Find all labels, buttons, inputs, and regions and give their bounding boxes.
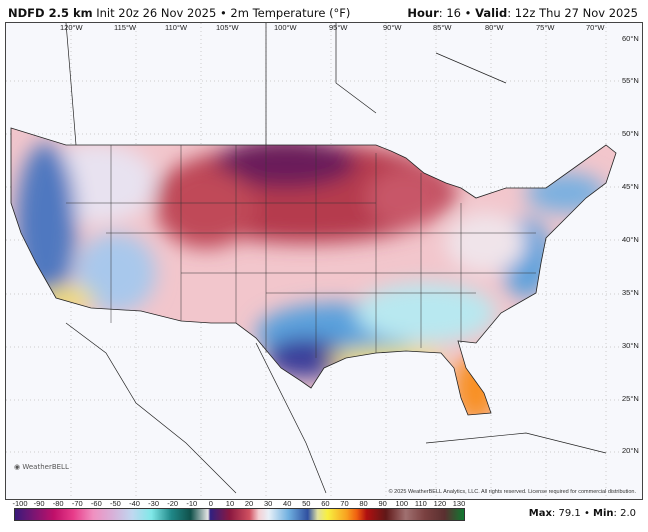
latitude-label: 30°N xyxy=(622,341,639,350)
model-name: NDFD 2.5 km xyxy=(8,6,93,20)
colorbar-tick-label: 60 xyxy=(321,499,330,508)
colorbar-tick-label: 100 xyxy=(395,499,408,508)
separator: • xyxy=(464,6,472,20)
init-time: Init 20z 26 Nov 2025 xyxy=(96,6,217,20)
colorbar-tick-label: 20 xyxy=(244,499,254,508)
colorbar-tick-label: -20 xyxy=(167,499,179,508)
colorbar-tick-label: -60 xyxy=(90,499,102,508)
colorbar-tick-label: -80 xyxy=(52,499,64,508)
latitude-label: 40°N xyxy=(622,235,639,244)
longitude-label: 75°W xyxy=(536,23,555,32)
max-label: Max xyxy=(528,508,552,519)
map-title: NDFD 2.5 km Init 20z 26 Nov 2025 • 2m Te… xyxy=(8,6,350,20)
longitude-label: 70°W xyxy=(586,23,605,32)
logo-text: WeatherBELL xyxy=(22,463,69,471)
longitude-label: 85°W xyxy=(433,23,452,32)
min-label: Min xyxy=(593,508,614,519)
longitude-label: 80°W xyxy=(485,23,504,32)
latitude-label: 20°N xyxy=(622,446,639,455)
longitude-label: 90°W xyxy=(383,23,402,32)
temperature-map xyxy=(6,22,642,499)
longitude-label: 105°W xyxy=(216,23,239,32)
colorbar-tick-label: -50 xyxy=(110,499,121,508)
outside-boundaries xyxy=(65,22,607,494)
latitude-label: 35°N xyxy=(622,288,639,297)
valid-time: 12z Thu 27 Nov 2025 xyxy=(514,6,638,20)
latitude-label: 55°N xyxy=(622,76,639,85)
longitude-label: 95°W xyxy=(329,23,348,32)
latitude-label: 25°N xyxy=(622,394,639,403)
colorbar-tick-label: 10 xyxy=(225,499,235,508)
colorbar-tick-label: 110 xyxy=(414,499,427,508)
colorbar-tick-label: -90 xyxy=(33,499,45,508)
longitude-label: 100°W xyxy=(274,23,297,32)
separator: • xyxy=(583,508,590,519)
colorbar-tick-label: 0 xyxy=(208,499,213,508)
latitude-label: 45°N xyxy=(622,182,639,191)
colorbar-tick-label: -10 xyxy=(186,499,198,508)
colorbar-tick-label: -30 xyxy=(148,499,160,508)
colorbar xyxy=(14,508,465,521)
field-name: 2m Temperature (°F) xyxy=(230,6,351,20)
latitude-label: 50°N xyxy=(622,129,639,138)
colorbar-tick-label: 40 xyxy=(283,499,292,508)
colorbar-tick-label: 70 xyxy=(340,499,349,508)
colorbar-tick-label: -70 xyxy=(71,499,83,508)
colorbar-tick-label: -100 xyxy=(12,499,28,508)
colorbar-tick-label: 90 xyxy=(378,499,387,508)
hour-value: 16 xyxy=(446,6,461,20)
longitude-label: 120°W xyxy=(60,23,83,32)
separator: • xyxy=(219,6,227,20)
copyright-notice: © 2025 WeatherBELL Analytics, LLC. All r… xyxy=(388,489,636,495)
weatherbell-logo: ◉ WeatherBELL xyxy=(14,463,69,471)
max-min-stats: Max: 79.1 • Min: 2.0 xyxy=(528,508,636,519)
map-canvas[interactable]: © 2025 WeatherBELL Analytics, LLC. All r… xyxy=(5,22,643,500)
valid-info: Hour: 16 • Valid: 12z Thu 27 Nov 2025 xyxy=(407,6,638,20)
colorbar-tick-label: 50 xyxy=(302,499,311,508)
colorbar-tick-label: 130 xyxy=(452,499,466,508)
colorbar-tick-label: 120 xyxy=(433,499,447,508)
longitude-label: 110°W xyxy=(165,23,188,32)
colorbar-tick-label: 30 xyxy=(263,499,273,508)
valid-label: Valid xyxy=(475,6,508,20)
us-border xyxy=(10,127,617,416)
colorbar-tick-label: 80 xyxy=(359,499,368,508)
longitude-label: 115°W xyxy=(114,23,137,32)
min-value: 2.0 xyxy=(620,508,636,519)
colorbar-tick-label: -40 xyxy=(129,499,140,508)
state-borders xyxy=(66,145,536,358)
hour-label: Hour xyxy=(407,6,439,20)
latitude-label: 60°N xyxy=(622,34,639,43)
max-value: 79.1 xyxy=(558,508,581,519)
